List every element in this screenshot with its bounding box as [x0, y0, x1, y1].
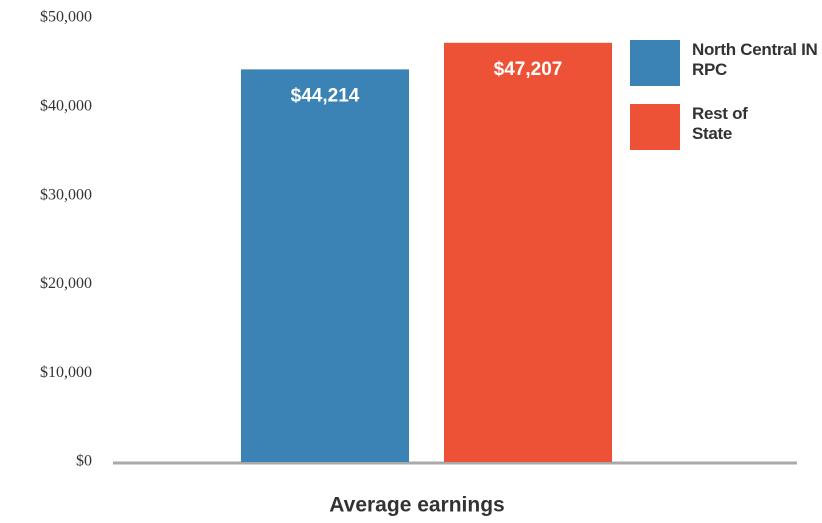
y-tick-label: $50,000 [40, 9, 92, 26]
legend-label: Rest of State [692, 104, 748, 143]
legend-item: North Central IN RPC [630, 40, 822, 86]
bar [241, 69, 409, 463]
y-tick-label: $0 [76, 453, 92, 470]
legend-item: Rest of State [630, 104, 762, 150]
y-tick-label: $30,000 [40, 186, 92, 203]
y-tick-label: $20,000 [40, 275, 92, 292]
data-label: $47,207 [494, 59, 563, 80]
x-tick-label: Average earnings [329, 494, 504, 517]
bar [444, 42, 612, 462]
data-label: $44,214 [291, 85, 360, 106]
y-tick-label: $10,000 [40, 364, 92, 381]
legend-swatch [630, 40, 680, 86]
legend-swatch [630, 104, 680, 150]
y-tick-label: $40,000 [40, 97, 92, 114]
legend-label: North Central IN RPC [692, 40, 818, 79]
